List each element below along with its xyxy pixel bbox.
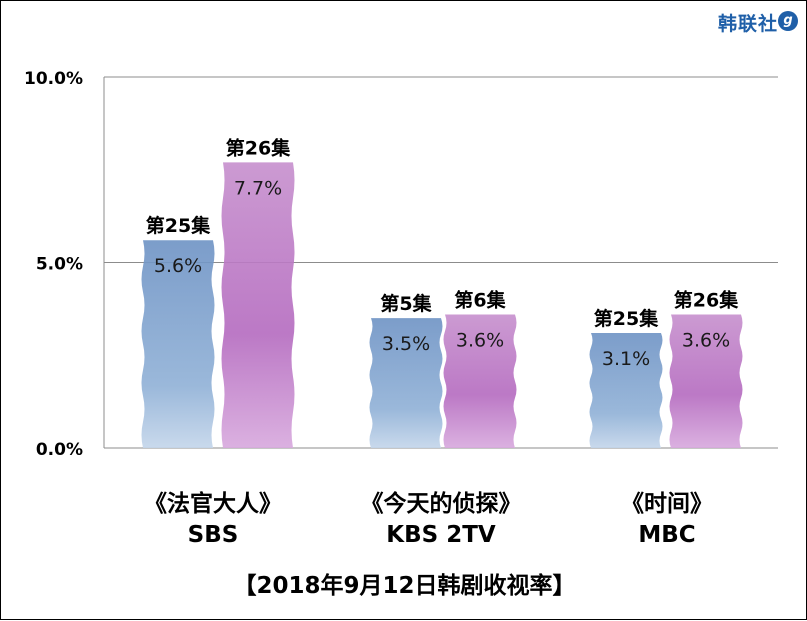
- value-label: 5.6%: [154, 255, 202, 277]
- logo-icon: g: [778, 11, 798, 31]
- category-label-2: 《今天的侦探》: [360, 491, 522, 517]
- episode-label: 第25集: [594, 307, 659, 330]
- y-tick-label: 10.0%: [24, 69, 83, 89]
- episode-label: 第26集: [226, 136, 291, 159]
- value-label: 3.6%: [456, 329, 504, 351]
- y-tick-label: 5.0%: [36, 255, 83, 275]
- bar-2-1: [369, 318, 443, 448]
- episode-label: 第5集: [380, 292, 432, 315]
- episode-label: 第25集: [146, 214, 211, 237]
- logo-text: 韩联社: [717, 13, 778, 35]
- network-label-1: SBS: [187, 522, 239, 548]
- value-label: 3.6%: [682, 329, 730, 351]
- network-label-3: MBC: [638, 522, 696, 548]
- network-label-2: KBS 2TV: [386, 522, 496, 548]
- bar-1-2: [221, 162, 295, 448]
- y-axis-ticks: 10.0% 5.0% 0.0%: [24, 69, 83, 460]
- chart-title: 【2018年9月12日韩剧收视率】: [233, 573, 576, 599]
- category-label-3: 《时间》: [621, 491, 713, 517]
- category-label-1: 《法官大人》: [144, 491, 282, 517]
- bar-3-2: [669, 314, 743, 448]
- value-label: 3.1%: [602, 348, 650, 370]
- bar-2-2: [443, 314, 517, 448]
- value-label: 3.5%: [382, 333, 430, 355]
- bar-labels: 第25集 5.6% 第26集 7.7% 第5集 3.5% 第6集 3.6% 第25集 3.1% 第2…: [146, 136, 739, 370]
- bars: [141, 162, 743, 448]
- bar-3-1: [589, 332, 663, 448]
- bar-1-1: [141, 240, 215, 448]
- value-label: 7.7%: [234, 177, 282, 199]
- episode-label: 第6集: [454, 288, 506, 311]
- y-tick-label: 0.0%: [36, 440, 83, 460]
- episode-label: 第26集: [674, 288, 739, 311]
